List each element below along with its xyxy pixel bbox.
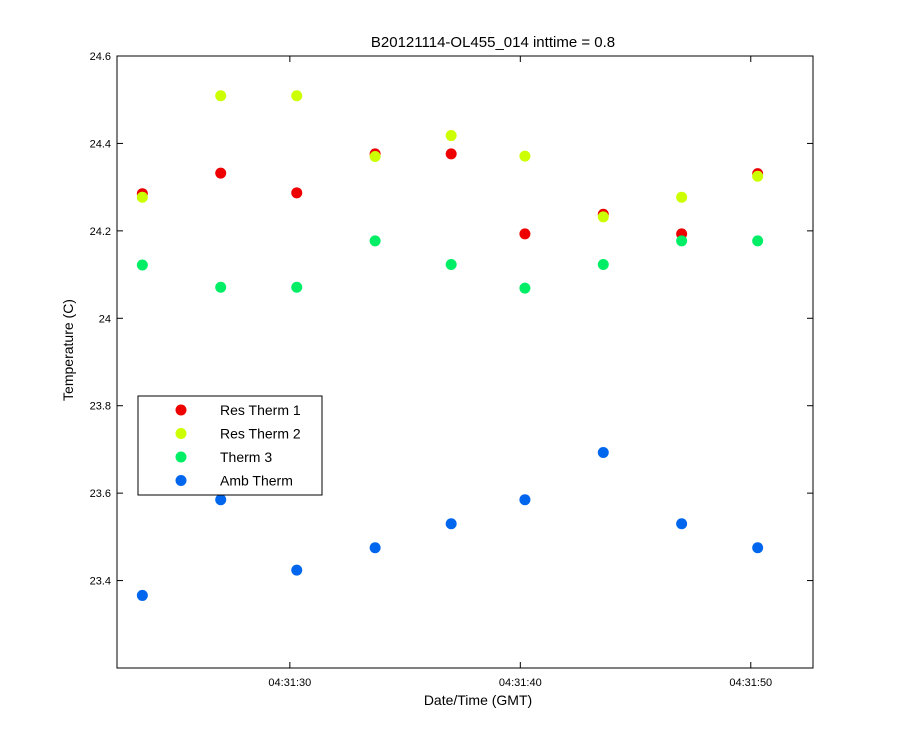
data-point-series-2	[445, 130, 457, 142]
y-tick-label: 24.4	[90, 138, 111, 150]
data-points	[136, 90, 764, 601]
data-point-series-4	[215, 494, 227, 506]
x-tick-label: 04:31:40	[499, 677, 542, 689]
legend-label: Res Therm 2	[220, 426, 301, 442]
data-point-series-2	[676, 191, 688, 203]
data-point-series-2	[136, 191, 148, 203]
data-point-series-3	[291, 281, 303, 293]
x-tick-label: 04:31:50	[729, 677, 772, 689]
legend-marker	[175, 451, 187, 463]
data-point-series-2	[752, 170, 764, 182]
data-point-series-1	[445, 148, 457, 160]
data-point-series-4	[136, 589, 148, 601]
y-axis: 23.4 23.6 23.8 24 24.2 24.4 24.6	[90, 51, 813, 588]
data-point-series-4	[291, 564, 303, 576]
legend-label: Amb Therm	[220, 473, 293, 489]
data-point-series-2	[215, 90, 227, 102]
data-point-series-3	[519, 282, 531, 294]
data-point-series-3	[445, 259, 457, 271]
legend-label: Therm 3	[220, 449, 272, 465]
y-tick-label: 23.6	[90, 488, 111, 500]
data-point-series-1	[519, 228, 531, 240]
y-axis-label: Temperature (C)	[60, 299, 76, 401]
legend-label: Res Therm 1	[220, 402, 301, 418]
data-point-series-2	[291, 90, 303, 102]
y-tick-label: 24.6	[90, 51, 111, 63]
legend: Res Therm 1 Res Therm 2 Therm 3 Amb Therm	[137, 395, 323, 496]
data-point-series-4	[445, 518, 457, 530]
data-point-series-2	[519, 150, 531, 162]
legend-marker	[175, 428, 187, 439]
data-point-series-4	[369, 542, 381, 554]
x-tick-label: 04:31:30	[268, 677, 311, 689]
plot-area	[116, 55, 814, 669]
data-point-series-3	[215, 281, 227, 293]
data-point-series-4	[676, 518, 688, 530]
data-point-series-1	[215, 167, 227, 179]
data-point-series-3	[136, 259, 148, 271]
data-point-series-2	[369, 151, 381, 163]
y-tick-label: 24	[99, 313, 111, 325]
x-axis-label: Date/Time (GMT)	[424, 692, 532, 708]
y-tick-label: 23.8	[90, 401, 111, 413]
x-axis: 04:31:30 04:31:40 04:31:50	[268, 56, 772, 689]
data-point-series-3	[676, 235, 688, 247]
chart-title: B20121114-OL455_014 inttime = 0.8	[371, 34, 615, 51]
data-point-series-3	[597, 259, 609, 271]
y-tick-label: 24.2	[90, 226, 111, 238]
data-point-series-3	[369, 235, 381, 247]
data-point-series-2	[597, 211, 609, 223]
legend-box	[137, 395, 323, 496]
legend-marker	[175, 404, 187, 416]
data-point-series-1	[291, 187, 303, 199]
legend-marker	[175, 475, 187, 486]
data-point-series-3	[752, 235, 764, 247]
data-point-series-4	[519, 494, 531, 506]
data-point-series-4	[752, 542, 764, 554]
data-point-series-4	[597, 446, 609, 458]
y-tick-label: 23.4	[90, 576, 111, 588]
